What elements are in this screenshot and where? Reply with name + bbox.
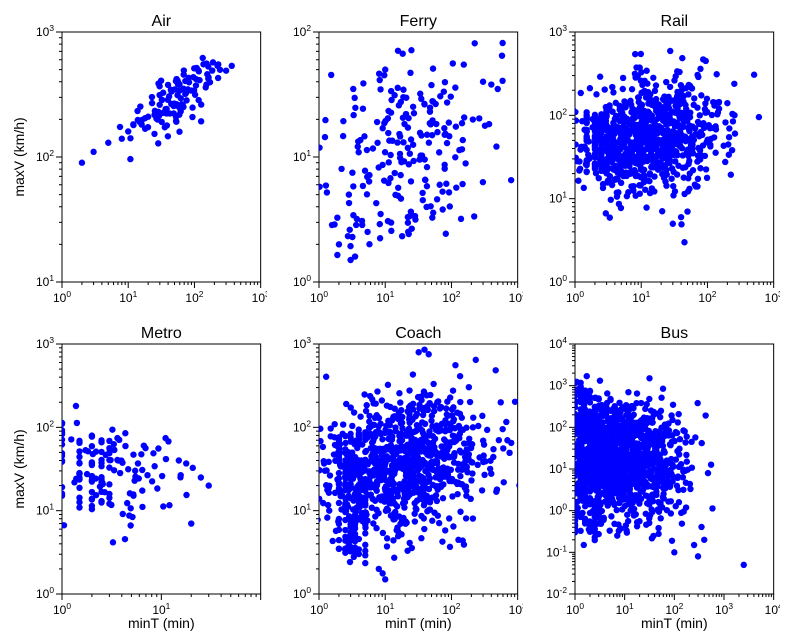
svg-text:101: 101 xyxy=(36,502,54,518)
x-axis-label: minT (min) xyxy=(128,615,195,631)
svg-text:100: 100 xyxy=(310,289,328,305)
scatter-coach: 100101102103100101102103CoachminT (min) xyxy=(267,322,524,634)
panel-bus: 10010110210310410-210-1100101102103104Bu… xyxy=(523,322,780,634)
svg-text:102: 102 xyxy=(36,148,54,164)
panel-title: Coach xyxy=(395,325,441,342)
svg-text:101: 101 xyxy=(549,190,567,206)
svg-text:101: 101 xyxy=(616,601,634,617)
y-axis-label: maxV (km/h) xyxy=(11,429,27,508)
svg-text:101: 101 xyxy=(293,502,311,518)
panel-rail: 100 101 102 103 100 101 102 103 Rail xyxy=(523,10,780,322)
svg-text:103: 103 xyxy=(508,289,523,305)
svg-text:103: 103 xyxy=(36,23,54,39)
svg-text:101: 101 xyxy=(293,148,311,164)
scatter-ferry: 100 101 102 103 100 101 102 Ferry xyxy=(267,10,524,322)
scatter-bus: 10010110210310410-210-1100101102103104Bu… xyxy=(523,322,780,634)
panel-title: Bus xyxy=(661,325,689,342)
x-axis-label: minT (min) xyxy=(385,615,452,631)
svg-text:100: 100 xyxy=(310,601,328,617)
scatter-metro: 100101100101102103MetrominT (min)maxV (k… xyxy=(10,322,267,634)
svg-text:103: 103 xyxy=(715,601,733,617)
svg-text:102: 102 xyxy=(36,418,54,434)
svg-text:100: 100 xyxy=(566,289,584,305)
scatter-air: 100101102103101102103AirmaxV (km/h) xyxy=(10,10,267,322)
svg-text:103: 103 xyxy=(549,23,567,39)
panel-metro: 100101100101102103MetrominT (min)maxV (k… xyxy=(10,322,267,634)
svg-text:104: 104 xyxy=(765,601,780,617)
x-axis-label: minT (min) xyxy=(641,615,708,631)
svg-text:100: 100 xyxy=(549,273,567,289)
svg-text:10-2: 10-2 xyxy=(547,585,568,601)
svg-text:10-1: 10-1 xyxy=(547,543,568,559)
svg-text:102: 102 xyxy=(293,418,311,434)
svg-text:100: 100 xyxy=(53,601,71,617)
svg-text:102: 102 xyxy=(293,23,311,39)
svg-text:101: 101 xyxy=(119,289,137,305)
svg-text:102: 102 xyxy=(442,289,460,305)
panel-ferry: 100 101 102 103 100 101 102 Ferry xyxy=(267,10,524,322)
svg-text:103: 103 xyxy=(549,377,567,393)
svg-text:103: 103 xyxy=(36,335,54,351)
panel-air: 100101102103101102103AirmaxV (km/h) xyxy=(10,10,267,322)
svg-text:101: 101 xyxy=(36,273,54,289)
svg-text:103: 103 xyxy=(765,289,780,305)
svg-text:100: 100 xyxy=(53,289,71,305)
svg-text:101: 101 xyxy=(376,289,394,305)
svg-text:100: 100 xyxy=(566,601,584,617)
svg-text:100: 100 xyxy=(549,502,567,518)
svg-text:102: 102 xyxy=(549,418,567,434)
panel-title: Air xyxy=(152,13,172,30)
scatter-rail: 100 101 102 103 100 101 102 103 Rail xyxy=(523,10,780,322)
y-axis-label: maxV (km/h) xyxy=(11,117,27,196)
svg-text:101: 101 xyxy=(549,460,567,476)
svg-text:101: 101 xyxy=(633,289,651,305)
svg-text:100: 100 xyxy=(293,273,311,289)
svg-text:103: 103 xyxy=(252,289,267,305)
scatter-grid: 100101102103101102103AirmaxV (km/h)10010… xyxy=(10,10,780,634)
svg-text:104: 104 xyxy=(549,335,567,351)
panel-coach: 100101102103100101102103CoachminT (min) xyxy=(267,322,524,634)
svg-text:100: 100 xyxy=(36,585,54,601)
svg-text:103: 103 xyxy=(293,335,311,351)
panel-title: Metro xyxy=(141,325,182,342)
panel-title: Rail xyxy=(661,13,689,30)
svg-text:103: 103 xyxy=(508,601,523,617)
svg-text:102: 102 xyxy=(549,106,567,122)
svg-text:102: 102 xyxy=(699,289,717,305)
svg-text:100: 100 xyxy=(293,585,311,601)
panel-title: Ferry xyxy=(399,13,436,30)
svg-text:102: 102 xyxy=(185,289,203,305)
